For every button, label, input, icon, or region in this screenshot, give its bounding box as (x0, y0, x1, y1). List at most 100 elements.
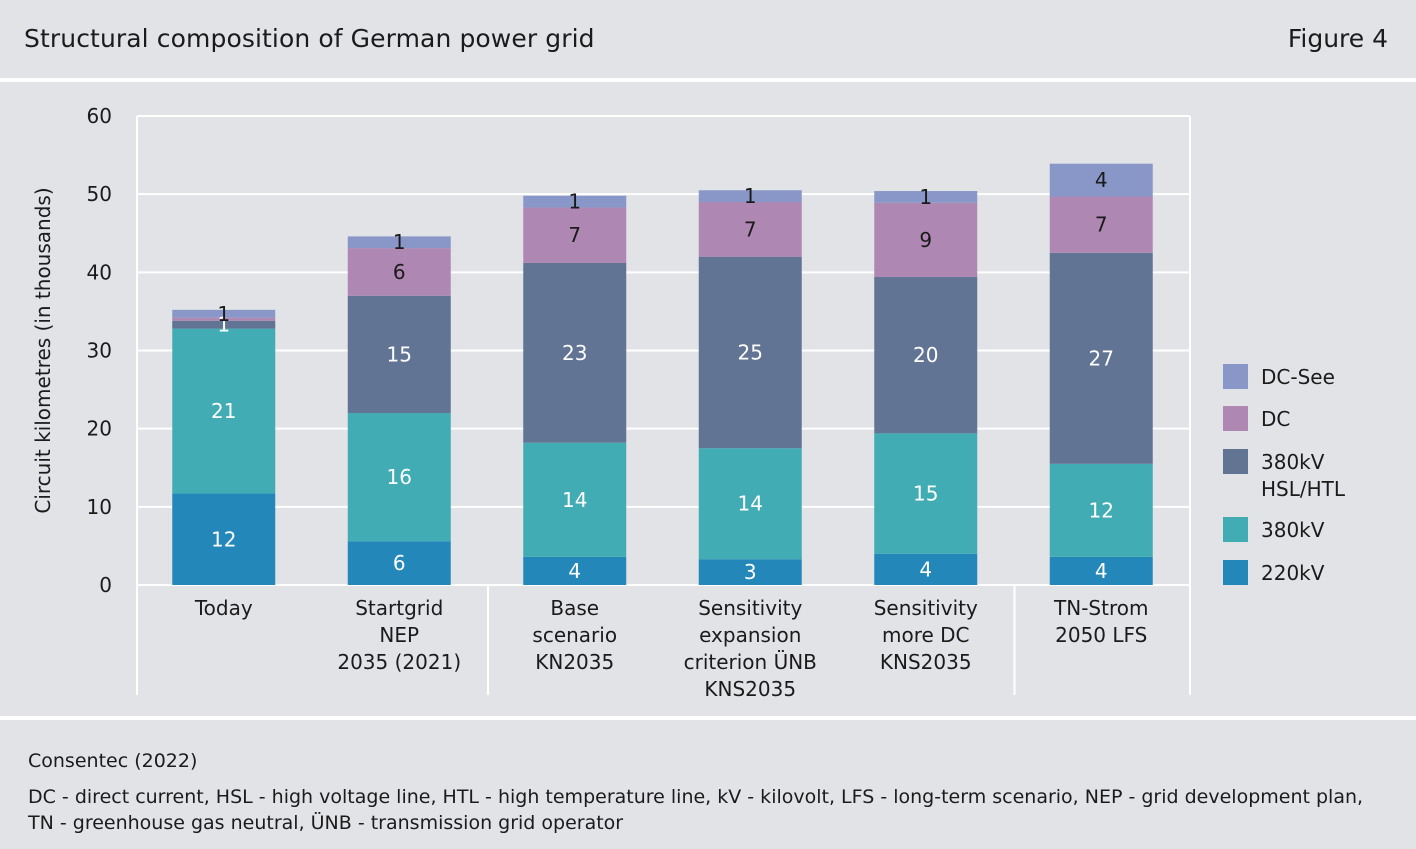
data-label: 4 (919, 557, 932, 581)
data-label: 6 (393, 551, 406, 575)
bar-segment (874, 202, 978, 278)
data-label: 15 (913, 482, 938, 506)
legend-swatch (1223, 364, 1248, 389)
data-label: 23 (562, 341, 587, 365)
bar-segment (698, 448, 802, 560)
bar-segment (347, 236, 451, 249)
data-label: 7 (568, 223, 581, 247)
x-tick-label: more DC (882, 623, 970, 647)
top-divider (0, 78, 1416, 82)
bar-segment (172, 320, 276, 329)
data-label: 25 (738, 340, 763, 364)
bar-segment (523, 195, 627, 208)
legend-label: 380kV (1261, 518, 1325, 542)
data-label: 14 (562, 488, 587, 512)
data-label: 12 (211, 527, 236, 551)
bar-segment (1049, 252, 1153, 464)
y-tick-label: 60 (87, 104, 112, 128)
bar-segment (874, 191, 978, 203)
bar-segment (1049, 556, 1153, 585)
legend-label: 220kV (1261, 561, 1325, 585)
x-tick-label: 2050 LFS (1055, 623, 1147, 647)
legend-swatch (1223, 449, 1248, 474)
data-label: 9 (919, 228, 932, 252)
data-label: 1 (217, 302, 230, 326)
chart-title: Structural composition of German power g… (24, 24, 595, 53)
x-tick-label: 2035 (2021) (337, 650, 461, 674)
figure-label: Figure 4 (1287, 24, 1388, 53)
data-label: 14 (738, 492, 763, 516)
data-label: 1 (217, 313, 230, 337)
data-label: 1 (744, 184, 757, 208)
legend-swatch (1223, 560, 1248, 585)
bar-segment (172, 309, 276, 318)
y-tick-label: 20 (87, 417, 112, 441)
data-label: 4 (568, 559, 581, 583)
x-tick-label: expansion (699, 623, 801, 647)
x-tick-label: criterion ÜNB (684, 650, 817, 674)
x-tick-label: Today (194, 596, 253, 620)
data-label: 1 (393, 230, 406, 254)
x-tick-label: Base (550, 596, 599, 620)
data-label: 15 (387, 342, 412, 366)
bar-segment (172, 493, 276, 585)
bar-segment (874, 553, 978, 585)
data-label: 3 (744, 560, 757, 584)
data-label: 1 (568, 190, 581, 214)
data-label: 27 (1089, 346, 1114, 370)
legend-label: HSL/HTL (1261, 477, 1346, 501)
abbreviations-line-2: TN - greenhouse gas neutral, ÜNB - trans… (28, 812, 624, 834)
bar-segment (698, 256, 802, 449)
bar-segment (1049, 463, 1153, 557)
data-label: 1 (919, 185, 932, 209)
bar-segment (172, 317, 276, 321)
bar-segment (523, 262, 627, 443)
bar-segment (523, 442, 627, 557)
x-tick-label: KNS2035 (704, 677, 796, 701)
bottom-divider (0, 716, 1416, 720)
bar-segment (523, 207, 627, 263)
footer: Consentec (2022) DC - direct current, HS… (28, 748, 1363, 836)
legend-label: DC-See (1261, 365, 1335, 389)
y-tick-label: 50 (87, 182, 112, 206)
y-tick-label: 0 (99, 573, 112, 597)
data-label: 20 (913, 343, 938, 367)
x-tick-label: NEP (379, 623, 419, 647)
data-label: 12 (1089, 498, 1114, 522)
data-label: 6 (393, 260, 406, 284)
data-label: 4 (1095, 559, 1108, 583)
bar-segment (698, 190, 802, 202)
bar-segment (347, 248, 451, 296)
legend-label: 380kV (1261, 450, 1325, 474)
legend-swatch (1223, 517, 1248, 542)
x-tick-label: Sensitivity (874, 596, 978, 620)
x-tick-label: TN-Strom (1053, 596, 1148, 620)
y-tick-label: 30 (87, 339, 112, 363)
bar-segment (874, 277, 978, 434)
x-tick-label: KNS2035 (880, 650, 972, 674)
bar-segment (523, 556, 627, 585)
data-label: 7 (1095, 213, 1108, 237)
bar-segment (347, 413, 451, 542)
legend-label: DC (1261, 407, 1290, 431)
data-label: 16 (387, 465, 412, 489)
bar-segment (347, 541, 451, 585)
bar-segment (698, 559, 802, 585)
x-tick-label: Startgrid (355, 596, 443, 620)
data-label: 4 (1095, 168, 1108, 192)
data-label: 21 (211, 399, 236, 423)
bar-segment (1049, 163, 1153, 197)
bar-segment (874, 433, 978, 554)
bar-segment (347, 295, 451, 414)
bar-segment (1049, 196, 1153, 253)
abbreviations-line-1: DC - direct current, HSL - high voltage … (28, 786, 1364, 808)
x-tick-label: KN2035 (535, 650, 614, 674)
x-tick-label: Sensitivity (698, 596, 802, 620)
y-axis-title: Circuit kilometres (in thousands) (31, 187, 55, 513)
y-tick-label: 40 (87, 260, 112, 284)
bar-segment (172, 328, 276, 494)
stacked-bar-chart: 0 10 20 30 40 50 60 Circuit kilometres (in thou… (31, 104, 1346, 701)
x-tick-label: scenario (532, 623, 617, 647)
header: Structural composition of German power g… (0, 0, 1416, 78)
bar-segment (698, 201, 802, 257)
